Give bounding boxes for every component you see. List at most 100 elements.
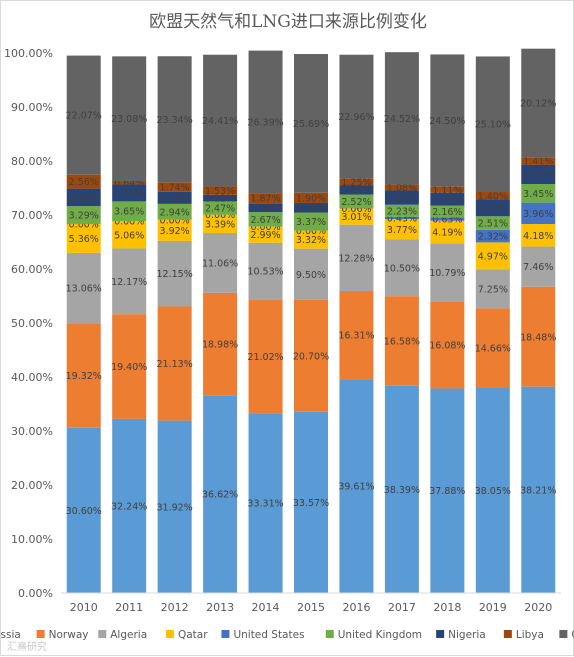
legend-swatch bbox=[166, 630, 174, 638]
data-label: 10.50% bbox=[384, 263, 420, 274]
x-tick-label: 2015 bbox=[297, 601, 325, 614]
y-tick-label: 20.00% bbox=[11, 479, 53, 492]
x-tick-label: 2013 bbox=[206, 601, 234, 614]
data-label: 22.07% bbox=[66, 111, 102, 122]
data-label: 2.52% bbox=[341, 197, 371, 208]
data-label: 10.53% bbox=[247, 267, 283, 278]
data-label: 25.10% bbox=[475, 120, 511, 131]
data-label: 36.62% bbox=[202, 490, 238, 501]
x-tick-label: 2012 bbox=[161, 601, 189, 614]
data-label: 3.14% bbox=[114, 188, 144, 199]
data-label: 2.56% bbox=[69, 177, 99, 188]
data-label: 4.18% bbox=[523, 231, 553, 242]
data-label: 24.50% bbox=[429, 116, 465, 127]
legend-label: Qatar bbox=[178, 629, 208, 641]
data-label: 30.60% bbox=[66, 506, 102, 517]
data-label: 22.96% bbox=[338, 112, 374, 123]
legend-item: Others bbox=[559, 629, 574, 641]
data-label: 1.40% bbox=[478, 191, 508, 202]
data-label: 2.67% bbox=[250, 215, 280, 226]
data-label: 18.48% bbox=[520, 332, 556, 343]
legend-item: Qatar bbox=[166, 629, 208, 641]
data-label: 13.06% bbox=[66, 284, 102, 295]
x-tick-label: 2010 bbox=[70, 601, 98, 614]
data-label: 9.50% bbox=[296, 270, 326, 281]
y-tick-label: 80.00% bbox=[11, 155, 53, 168]
x-tick-label: 2020 bbox=[524, 601, 552, 614]
data-label: 39.61% bbox=[338, 482, 374, 493]
data-label: 1.66% bbox=[250, 203, 280, 214]
data-label: 2.16% bbox=[432, 207, 462, 218]
data-label: 1.90% bbox=[296, 193, 326, 204]
bar-stack-2011: 32.24%19.40%12.17%5.06%0.00%3.65%3.14%0.… bbox=[111, 56, 147, 593]
legend-label: Norway bbox=[49, 629, 89, 641]
legend-label: United States bbox=[233, 629, 304, 641]
legend-swatch bbox=[504, 630, 512, 638]
data-label: 3.26% bbox=[69, 193, 99, 204]
bar-stack-2020: 38.21%18.48%7.46%4.18%3.96%3.45%3.53%1.4… bbox=[520, 49, 556, 593]
data-label: 33.57% bbox=[293, 498, 329, 509]
data-label: 1.25% bbox=[341, 178, 371, 189]
bar-stack-2016: 39.61%16.31%12.28%3.01%0.06%2.52%1.68%1.… bbox=[338, 55, 374, 593]
y-axis: 0.00%10.00%20.00%30.00%40.00%50.00%60.00… bbox=[4, 47, 53, 600]
data-label: 38.05% bbox=[475, 486, 511, 497]
y-tick-label: 50.00% bbox=[11, 317, 53, 330]
data-label: 3.65% bbox=[114, 207, 144, 218]
legend-label: Nigeria bbox=[448, 629, 486, 641]
bars: 30.60%19.32%13.06%5.36%0.00%3.29%3.26%2.… bbox=[66, 49, 557, 593]
data-label: 19.40% bbox=[111, 362, 147, 373]
data-label: 3.45% bbox=[523, 189, 553, 200]
x-tick-label: 2011 bbox=[115, 601, 143, 614]
y-tick-label: 100.00% bbox=[4, 47, 53, 60]
data-label: 3.92% bbox=[160, 226, 190, 237]
data-label: 20.12% bbox=[520, 99, 556, 110]
data-label: 31.92% bbox=[157, 502, 193, 513]
data-label: 16.31% bbox=[338, 331, 374, 342]
bar-stack-2017: 38.39%16.58%10.50%3.77%0.43%2.23%2.65%1.… bbox=[384, 52, 420, 593]
legend-swatch bbox=[98, 630, 106, 638]
data-label: 33.31% bbox=[247, 499, 283, 510]
legend-swatch bbox=[559, 630, 567, 638]
y-tick-label: 40.00% bbox=[11, 371, 53, 384]
data-label: 4.97% bbox=[478, 251, 508, 262]
bar-stack-2018: 37.88%16.08%10.79%4.19%0.63%2.16%2.39%1.… bbox=[429, 54, 465, 593]
data-label: 1.41% bbox=[523, 157, 553, 168]
data-label: 2.65% bbox=[387, 193, 417, 204]
legend-item: United States bbox=[221, 629, 304, 641]
x-tick-label: 2014 bbox=[252, 601, 280, 614]
bar-stack-2010: 30.60%19.32%13.06%5.36%0.00%3.29%3.26%2.… bbox=[66, 56, 102, 593]
data-label: 2.23% bbox=[387, 206, 417, 217]
legend-swatch bbox=[37, 630, 45, 638]
data-label: 2.47% bbox=[205, 204, 235, 215]
x-tick-label: 2019 bbox=[479, 601, 507, 614]
legend-item: Nigeria bbox=[436, 629, 486, 641]
data-label: 25.69% bbox=[293, 119, 329, 130]
data-label: 11.06% bbox=[202, 258, 238, 269]
data-label: 3.77% bbox=[387, 225, 417, 236]
bar-stack-2019: 38.05%14.66%7.25%4.97%2.32%2.51%3.10%1.4… bbox=[475, 56, 511, 593]
legend-swatch bbox=[326, 630, 334, 638]
y-tick-label: 90.00% bbox=[11, 101, 53, 114]
data-label: 23.08% bbox=[111, 114, 147, 125]
data-label: 26.39% bbox=[247, 117, 283, 128]
data-label: 2.51% bbox=[478, 219, 508, 230]
data-label: 7.25% bbox=[478, 284, 508, 295]
data-label: 3.53% bbox=[523, 170, 553, 181]
data-label: 2.26% bbox=[160, 193, 190, 204]
x-tick-label: 2017 bbox=[388, 601, 416, 614]
data-label: 3.10% bbox=[478, 203, 508, 214]
data-label: 12.28% bbox=[338, 253, 374, 264]
data-label: 24.41% bbox=[202, 116, 238, 127]
data-label: 21.13% bbox=[157, 359, 193, 370]
data-label: 5.06% bbox=[114, 230, 144, 241]
data-label: 2.94% bbox=[160, 207, 190, 218]
bar-stack-2015: 33.57%20.70%9.50%3.32%0.00%3.37%1.76%1.9… bbox=[293, 54, 329, 593]
y-tick-label: 10.00% bbox=[11, 533, 53, 546]
data-label: 20.70% bbox=[293, 351, 329, 362]
data-label: 4.19% bbox=[432, 228, 462, 239]
data-label: 18.98% bbox=[202, 340, 238, 351]
data-label: 24.52% bbox=[384, 114, 420, 125]
data-label: 16.58% bbox=[384, 336, 420, 347]
y-tick-label: 30.00% bbox=[11, 425, 53, 438]
